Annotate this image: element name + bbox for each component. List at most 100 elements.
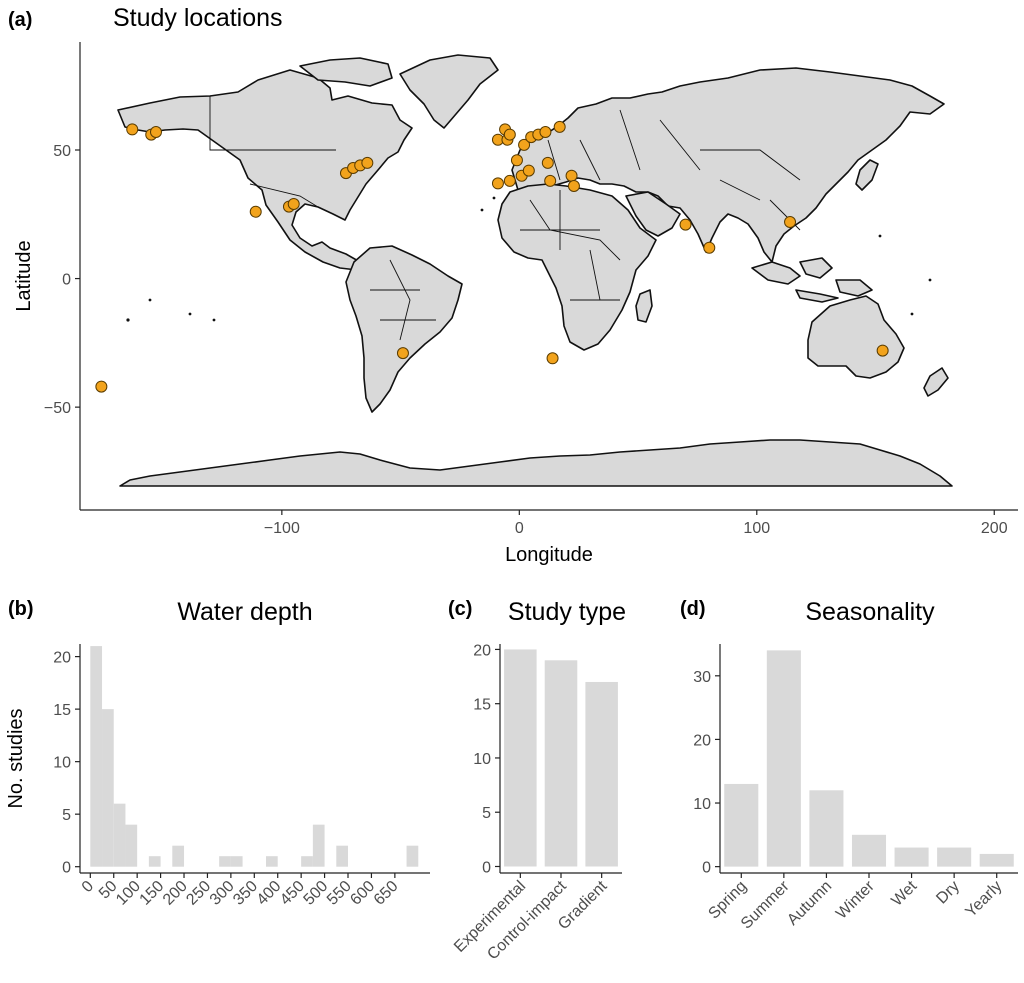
panel-b-label: (b)	[8, 598, 34, 620]
map-x-tick-label: 0	[515, 520, 524, 537]
depth-x-tick-label: 0	[79, 878, 97, 896]
south-america-borders	[370, 259, 436, 341]
depth-histogram-bar	[125, 824, 138, 867]
study-site-marker	[522, 164, 535, 177]
map-y-tick-label: −50	[44, 400, 71, 417]
depth-y-tick-label: 0	[62, 860, 71, 877]
pacific-island-dot	[188, 312, 192, 316]
season-bar	[851, 834, 887, 867]
atlantic-island-dot	[492, 196, 496, 200]
depth-y-tick-label: 15	[53, 702, 71, 719]
season-bar	[809, 790, 844, 867]
season-bar	[766, 650, 801, 867]
africa-landmass	[497, 183, 657, 351]
depth-histogram-bar	[230, 856, 243, 867]
depth-y-tick-label: 20	[53, 650, 71, 667]
panel-a-title: Study locations	[113, 4, 283, 32]
study-site-marker	[249, 205, 262, 218]
land-layer	[117, 54, 953, 487]
study-site-marker	[876, 344, 889, 357]
australia-landmass	[807, 295, 905, 379]
study-site-marker	[396, 347, 409, 360]
study-site-marker	[361, 156, 374, 169]
pacific-island-dot	[928, 278, 932, 282]
depth-histogram-bar	[102, 709, 114, 867]
study-site-marker	[679, 218, 692, 231]
panel-d-title: Seasonality	[805, 598, 935, 626]
south-america-landmass	[345, 245, 463, 413]
depth-histogram-bar	[406, 845, 419, 867]
study-site-marker	[503, 128, 516, 141]
studytype-bar	[585, 681, 618, 867]
panel-b-title: Water depth	[177, 598, 312, 626]
study-site-marker	[544, 174, 557, 187]
world-map-plot: −100 0 100 200 50 0 −50 Longitude Latitude	[13, 42, 1018, 566]
depth-histogram-bar	[90, 646, 103, 867]
season-y-tick-label: 20	[693, 732, 711, 749]
pacific-island-dot	[126, 318, 130, 322]
season-bar	[724, 783, 759, 867]
studytype-bar	[504, 649, 537, 867]
map-x-tick-label: −100	[264, 520, 300, 537]
studytype-y-tick-label: 15	[473, 697, 491, 714]
season-y-tick-label: 10	[693, 796, 711, 813]
map-axes: −100 0 100 200 50 0 −50 Longitude Latitude	[13, 42, 1018, 566]
southeast-asia-islands-landmass	[751, 257, 873, 303]
map-y-tick-label: 0	[62, 272, 71, 289]
study-site-marker	[95, 380, 108, 393]
map-x-tick-label: 200	[981, 520, 1008, 537]
studytype-y-tick-label: 10	[473, 751, 491, 768]
depth-histogram-bar	[172, 845, 185, 867]
studytype-y-tick-label: 5	[482, 805, 491, 822]
study-site-marker	[491, 177, 504, 190]
pacific-island-dot	[878, 234, 882, 238]
eurasia-borders	[547, 109, 801, 231]
atlantic-island-dot	[480, 208, 484, 212]
study-site-marker	[541, 156, 554, 169]
season-x-tick-label: Winter	[833, 877, 878, 922]
season-bar	[979, 853, 1014, 867]
depth-histogram-bar	[113, 803, 126, 867]
depth-y-tick-label: 10	[53, 755, 71, 772]
madagascar-landmass	[635, 289, 653, 323]
arabia-landmass	[625, 191, 681, 237]
japan-landmass	[855, 159, 879, 191]
study-site-marker	[510, 154, 523, 167]
depth-y-axis-title: No. studies	[5, 708, 27, 808]
season-x-tick-label: Yearly	[962, 878, 1005, 921]
country-borders	[209, 96, 801, 341]
study-site-marker	[518, 138, 531, 151]
depth-x-tick-label: 650	[371, 878, 402, 909]
season-bar	[937, 847, 972, 867]
small-islands	[126, 196, 932, 322]
study-site-marker	[539, 126, 552, 138]
panel-a-label: (a)	[8, 9, 32, 31]
season-y-tick-label: 30	[693, 669, 711, 686]
panel-c-label: (c)	[448, 598, 472, 620]
study-site-marker	[503, 174, 516, 187]
depth-histogram-bar	[148, 856, 161, 867]
season-x-tick-label: Dry	[933, 878, 963, 908]
season-x-tick-label: Autumn	[784, 878, 835, 929]
studytype-y-tick-label: 20	[473, 642, 491, 659]
season-x-tick-label: Wet	[888, 877, 920, 909]
map-x-tick-label: 100	[743, 520, 770, 537]
map-x-axis-title: Longitude	[505, 544, 593, 566]
season-x-tick-label: Summer	[738, 877, 793, 932]
study-site-marker	[567, 180, 580, 192]
new-zealand-landmass	[923, 367, 949, 397]
study-site-marker	[546, 352, 559, 365]
map-y-tick-label: 50	[53, 143, 71, 160]
us-mexico-border	[249, 183, 319, 208]
depth-histogram-bar	[219, 856, 231, 867]
study-site-markers	[95, 120, 889, 393]
depth-histogram-bar	[312, 824, 325, 867]
depth-histogram-bar	[266, 856, 278, 867]
arctic-islands-landmass	[299, 57, 393, 87]
study-site-marker	[703, 241, 716, 254]
us-canada-border	[209, 96, 336, 151]
study-site-marker	[126, 123, 139, 136]
study-site-marker	[784, 216, 797, 228]
study-site-marker	[149, 126, 162, 138]
